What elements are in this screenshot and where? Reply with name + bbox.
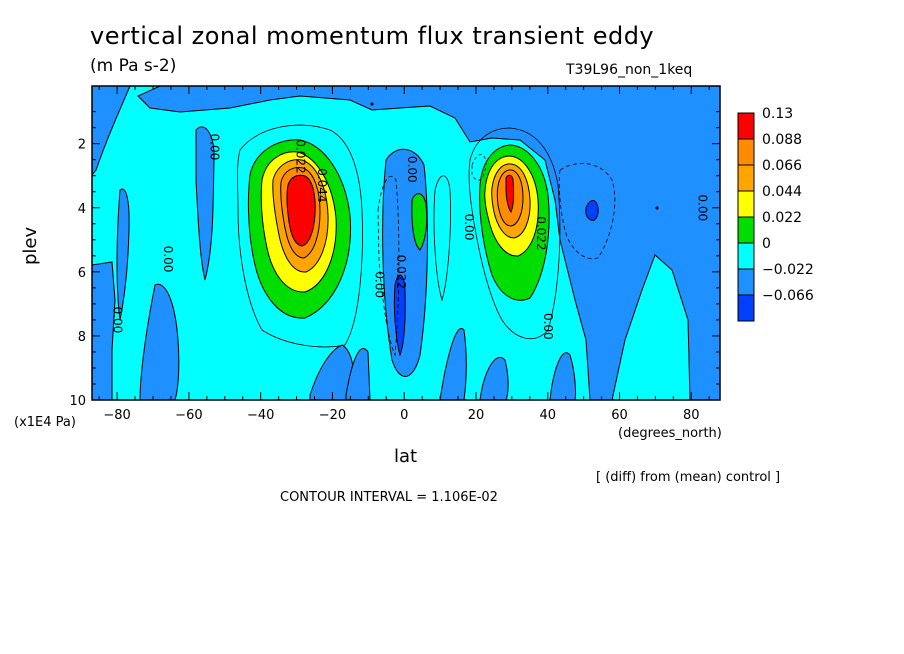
contour-interval: CONTOUR INTERVAL = 1.106E-02 — [280, 490, 498, 505]
colorbar-swatch — [737, 216, 755, 244]
contour-label: 0.022 — [394, 255, 408, 289]
contour-labels: 0.022 0.044 0.00 0.00 0.00 0.00 0.00 0.022 0.00 0… — [111, 134, 710, 340]
contour-label: 0.00 — [405, 156, 419, 183]
x-tick-label: −60 — [175, 408, 202, 423]
extra-contour-lines — [237, 124, 616, 357]
x-tick-label: 0 — [400, 408, 408, 423]
strong-negative-regions — [393, 200, 599, 357]
y-tick-label: 4 — [78, 202, 86, 217]
colorbar-swatch — [737, 190, 755, 218]
x-tick-label: 20 — [468, 408, 485, 423]
contour-label: 0.00 — [541, 313, 555, 340]
contour-fill-layer — [92, 86, 720, 400]
axis-tick-labels: −80 −60 −40 −20 0 20 40 60 80 2 4 6 8 10 — [69, 138, 699, 423]
chart-title: vertical zonal momentum flux transient e… — [90, 22, 655, 50]
contour-label: 0.044 — [315, 168, 329, 202]
contour-label: 0.00 — [462, 214, 476, 241]
colorbar-label: −0.022 — [762, 262, 814, 278]
axis-ticks — [92, 86, 720, 401]
colorbar-swatch — [737, 294, 755, 322]
run-label: T39L96_non_1keq — [566, 62, 693, 78]
small-contour-dot — [655, 206, 659, 210]
colorbar: 0.13 0.088 0.066 0.044 0.022 0 −0.022 −0.066 — [737, 106, 814, 322]
x-tick-label: −20 — [319, 408, 346, 423]
y-tick-label: 2 — [78, 138, 86, 153]
colorbar-swatch — [737, 268, 755, 296]
colorbar-label: 0.022 — [762, 210, 802, 226]
southern-jet-contours — [247, 139, 352, 319]
contour-label: 0.00 — [111, 307, 125, 334]
colorbar-swatch — [737, 138, 755, 166]
chart-units: (m Pa s-2) — [90, 56, 177, 76]
colorbar-swatch — [737, 242, 755, 270]
contour-label: 0.022 — [294, 139, 308, 173]
contour-label: 0.022 — [534, 216, 548, 250]
x-tick-label: 80 — [683, 408, 700, 423]
small-contour-dot — [370, 102, 374, 106]
colorbar-label: 0.044 — [762, 184, 802, 200]
contour-label: 0.00 — [161, 246, 175, 273]
colorbar-label: 0 — [762, 236, 771, 252]
y-tick-label: 6 — [78, 266, 86, 281]
x-axis-unit: (degrees_north) — [618, 426, 722, 441]
y-axis-unit: (x1E4 Pa) — [14, 415, 76, 430]
colorbar-label: 0.066 — [762, 158, 802, 174]
x-tick-label: −40 — [247, 408, 274, 423]
y-tick-label: 8 — [78, 330, 86, 345]
diff-note: [ (diff) from (mean) control ] — [596, 470, 781, 485]
x-tick-label: −80 — [103, 408, 130, 423]
northern-jet-contours — [479, 144, 550, 301]
equatorial-positive-region — [411, 193, 428, 251]
x-tick-label: 40 — [539, 408, 556, 423]
colorbar-swatch — [737, 112, 755, 140]
colorbar-label: 0.13 — [762, 106, 793, 122]
contour-label: 0.00 — [372, 271, 386, 298]
y-tick-label: 10 — [69, 394, 86, 409]
plot-frame — [91, 85, 721, 401]
x-tick-label: 60 — [611, 408, 628, 423]
colorbar-swatch — [737, 164, 755, 192]
contour-label: 0.00 — [207, 134, 221, 161]
x-axis-label: lat — [394, 446, 418, 467]
contour-label: 0.00 — [695, 194, 709, 221]
colorbar-label: 0.088 — [762, 132, 802, 148]
colorbar-label: −0.066 — [762, 288, 814, 304]
